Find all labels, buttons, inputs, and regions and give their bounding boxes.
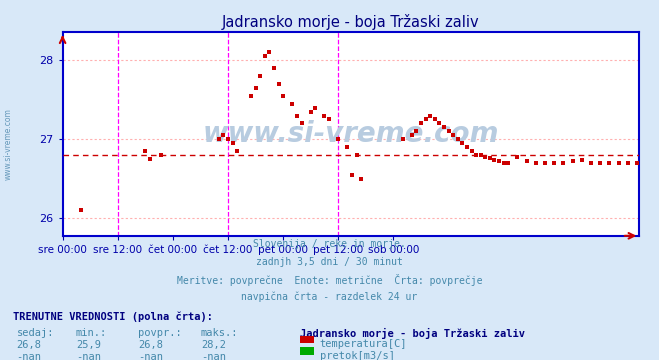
Point [434, 121, 445, 126]
Point [310, 105, 320, 111]
Point [407, 132, 417, 138]
Point [494, 158, 504, 164]
Point [448, 132, 459, 138]
Point [503, 160, 513, 166]
Point [269, 65, 279, 71]
Point [567, 158, 578, 164]
Point [444, 129, 454, 134]
Point [425, 113, 436, 118]
Text: -nan: -nan [76, 352, 101, 360]
Point [227, 140, 238, 146]
Point [453, 136, 463, 142]
Point [292, 113, 302, 118]
Point [521, 158, 532, 164]
Point [489, 157, 500, 163]
Text: -nan: -nan [138, 352, 163, 360]
Point [614, 160, 624, 166]
Point [558, 160, 569, 166]
Text: -nan: -nan [201, 352, 226, 360]
Point [512, 154, 523, 159]
Point [480, 154, 490, 159]
Point [471, 152, 481, 158]
Text: zadnjh 3,5 dni / 30 minut: zadnjh 3,5 dni / 30 minut [256, 257, 403, 267]
Point [273, 81, 284, 87]
Text: 26,8: 26,8 [138, 340, 163, 350]
Point [484, 156, 495, 161]
Point [351, 152, 362, 158]
Point [144, 156, 155, 162]
Point [420, 117, 431, 122]
Point [223, 136, 233, 142]
Text: 25,9: 25,9 [76, 340, 101, 350]
Text: navpična črta - razdelek 24 ur: navpična črta - razdelek 24 ur [241, 291, 418, 302]
Text: Jadransko morje - boja Tržaski zaliv: Jadransko morje - boja Tržaski zaliv [300, 328, 525, 339]
Point [324, 117, 334, 122]
Point [632, 160, 643, 166]
Point [475, 152, 486, 158]
Point [140, 148, 150, 154]
Point [457, 140, 468, 146]
Point [530, 160, 541, 166]
Point [586, 160, 596, 166]
Point [305, 109, 316, 114]
Point [439, 125, 449, 130]
Point [264, 49, 275, 55]
Point [462, 144, 473, 150]
Point [430, 117, 440, 122]
Text: 28,2: 28,2 [201, 340, 226, 350]
Text: temperatura[C]: temperatura[C] [320, 339, 407, 350]
Point [250, 85, 261, 91]
Text: www.si-vreme.com: www.si-vreme.com [3, 108, 13, 180]
Text: www.si-vreme.com: www.si-vreme.com [203, 120, 499, 148]
Point [498, 160, 509, 166]
Point [156, 152, 167, 158]
Point [604, 160, 615, 166]
Point [411, 129, 422, 134]
Point [246, 93, 256, 99]
Point [232, 148, 243, 154]
Text: povpr.:: povpr.: [138, 328, 182, 338]
Point [319, 113, 330, 118]
Point [342, 144, 353, 150]
Point [214, 136, 224, 142]
Point [255, 73, 266, 79]
Point [416, 121, 426, 126]
Point [397, 136, 408, 142]
Text: -nan: -nan [16, 352, 42, 360]
Point [333, 136, 343, 142]
Point [218, 132, 229, 138]
Title: Jadransko morje - boja Tržaski zaliv: Jadransko morje - boja Tržaski zaliv [222, 14, 480, 30]
Point [623, 160, 633, 166]
Text: 26,8: 26,8 [16, 340, 42, 350]
Point [347, 172, 357, 178]
Text: Meritve: povprečne  Enote: metrične  Črta: povprečje: Meritve: povprečne Enote: metrične Črta:… [177, 274, 482, 286]
Point [356, 176, 366, 182]
Point [278, 93, 289, 99]
Text: sedaj:: sedaj: [16, 328, 54, 338]
Text: min.:: min.: [76, 328, 107, 338]
Point [549, 160, 559, 166]
Point [287, 101, 298, 107]
Text: TRENUTNE VREDNOSTI (polna črta):: TRENUTNE VREDNOSTI (polna črta): [13, 311, 213, 322]
Point [540, 160, 550, 166]
Point [260, 53, 270, 59]
Point [297, 121, 307, 126]
Text: maks.:: maks.: [201, 328, 239, 338]
Text: Slovenija / reke in morje.: Slovenija / reke in morje. [253, 239, 406, 249]
Point [76, 208, 86, 213]
Point [577, 157, 587, 163]
Text: pretok[m3/s]: pretok[m3/s] [320, 351, 395, 360]
Point [467, 148, 477, 154]
Point [595, 160, 606, 166]
